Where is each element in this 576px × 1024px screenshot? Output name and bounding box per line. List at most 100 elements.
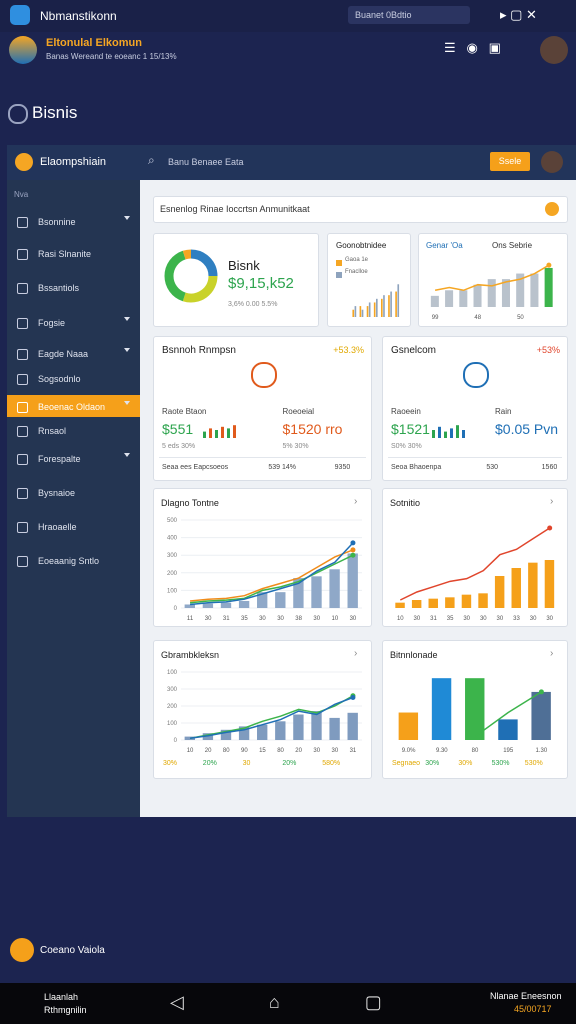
card xyxy=(153,233,319,327)
metric-value: $1521 xyxy=(391,421,430,437)
line xyxy=(189,696,354,740)
header-icons[interactable]: ☰ ◉ ▣ xyxy=(444,40,501,55)
banner-icon[interactable] xyxy=(545,202,559,216)
line-end-dot xyxy=(538,689,544,695)
x-tick-label: 48 xyxy=(474,315,481,321)
bar xyxy=(383,295,385,317)
metric-label: Raote Btaon xyxy=(162,407,207,416)
sidebar-item[interactable]: Bsonnine xyxy=(38,217,76,227)
dash-avatar[interactable] xyxy=(541,151,563,173)
bar xyxy=(428,598,438,608)
spark-bar xyxy=(233,425,236,438)
x-tick-label: 195 xyxy=(503,748,514,754)
account-icon[interactable] xyxy=(10,938,34,962)
sidebar-item[interactable]: Bssantiols xyxy=(38,283,80,293)
user-avatar[interactable] xyxy=(540,36,568,64)
sidebar-icon xyxy=(17,402,28,413)
summary-value: $9,15,k52 xyxy=(228,275,294,292)
sidebar-item[interactable]: Fogsie xyxy=(38,318,66,328)
bar xyxy=(431,678,452,740)
x-tick-label: 30 xyxy=(332,748,339,754)
chart-action[interactable]: › xyxy=(354,648,358,659)
sidebar-icon xyxy=(17,283,28,294)
dash-button[interactable]: Ssele xyxy=(490,152,530,171)
bar xyxy=(238,726,250,740)
metric-footer: Seaa ees Eapcsoeos xyxy=(162,464,229,471)
sidebar-item[interactable]: Beoenac Oldaon xyxy=(38,402,106,412)
sidebar-item[interactable]: Rnsaol xyxy=(38,426,67,436)
chart: 99 48 50 xyxy=(430,262,553,321)
card xyxy=(382,336,568,481)
nav-bar xyxy=(0,983,576,1024)
mini-title: Goonobtnidee xyxy=(336,241,387,250)
x-tick-label: 80 xyxy=(223,748,230,754)
x-tick-label: 80 xyxy=(277,748,284,754)
spark-bar xyxy=(203,431,206,438)
sidebar-icon xyxy=(17,217,28,228)
sidebar-item[interactable]: Eagde Naaa xyxy=(38,349,89,359)
bar xyxy=(347,712,358,740)
chart-footer: 30% xyxy=(458,760,473,767)
chart-action[interactable]: › xyxy=(550,648,554,659)
x-tick-label: 35 xyxy=(447,616,454,622)
chart-footer: 530% xyxy=(524,760,543,767)
metric-change: +53.3% xyxy=(333,345,364,355)
line-end-dot xyxy=(350,547,356,553)
donut-segment xyxy=(182,249,192,260)
bar xyxy=(202,733,214,740)
bar xyxy=(395,602,405,608)
metric-title: Gsnelcom xyxy=(391,345,437,356)
metric-icon xyxy=(463,362,489,388)
bar xyxy=(398,712,419,740)
bar xyxy=(501,279,510,307)
bar xyxy=(184,736,195,740)
bar xyxy=(359,306,362,317)
card xyxy=(153,336,372,481)
nav-buttons[interactable]: ◁ ⌂ ▢ xyxy=(170,992,382,1012)
window-controls[interactable]: ▸ ▢ ✕ xyxy=(500,7,537,22)
app-icon[interactable] xyxy=(10,5,30,25)
donut-segment xyxy=(182,275,218,303)
bar xyxy=(184,604,195,608)
x-tick-label: 10 xyxy=(332,616,339,622)
x-tick-label: 11 xyxy=(187,616,194,622)
sidebar-item[interactable]: Eoeaanig Sntlo xyxy=(38,556,100,566)
line-end-dot xyxy=(350,540,356,546)
chart xyxy=(432,425,465,438)
sidebar-item[interactable]: Forespalte xyxy=(38,454,81,464)
sidebar xyxy=(7,180,140,817)
chart-title: Dlagno Tontne xyxy=(161,498,219,508)
x-tick-label: 9.0% xyxy=(402,748,416,754)
x-tick-label: 20 xyxy=(205,748,212,754)
sidebar-item[interactable]: Bysnaioe xyxy=(38,488,76,498)
chart-action[interactable]: › xyxy=(354,496,358,507)
bar xyxy=(411,600,422,608)
sidebar-item[interactable]: Rasi Slnanite xyxy=(38,249,92,259)
sidebar-item[interactable]: Sogsodnlo xyxy=(38,374,81,384)
sidebar-item[interactable]: Hraoaelle xyxy=(38,522,77,532)
sidebar-icon xyxy=(17,454,28,465)
bar xyxy=(373,302,376,317)
chart: 10 30 31 35 30 30 30 33 30 30 xyxy=(395,525,555,622)
y-tick-label: 500 xyxy=(167,518,178,524)
bar xyxy=(354,306,357,317)
sidebar-icon xyxy=(17,374,28,385)
account-name[interactable]: Coeano Vaiola xyxy=(40,945,105,956)
bar xyxy=(311,576,322,608)
donut-segment xyxy=(164,250,186,302)
bar xyxy=(511,568,521,608)
search-box[interactable] xyxy=(348,6,470,24)
y-tick-label: 0 xyxy=(174,606,178,612)
dashboard-topbar xyxy=(7,145,576,180)
dash-search-icon[interactable]: ⌕ xyxy=(148,153,155,167)
metric-note: S0% 30% xyxy=(391,443,422,450)
bar xyxy=(465,678,485,740)
chart-action[interactable]: › xyxy=(550,496,554,507)
x-tick-label: 80 xyxy=(472,748,479,754)
dash-search[interactable]: Banu Benaee Eata xyxy=(168,157,244,167)
bar xyxy=(395,291,397,317)
y-tick-label: 300 xyxy=(167,553,178,559)
metric-change: +53% xyxy=(536,345,560,355)
metric-title: Bsnnoh Rnmpsn xyxy=(162,345,236,356)
